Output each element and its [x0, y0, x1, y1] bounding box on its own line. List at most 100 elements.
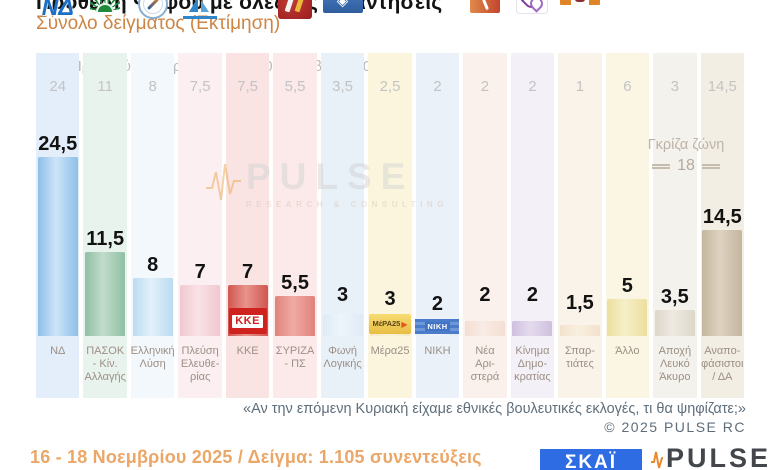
party-label: ΣΥΡΙΖΑ - ΠΣ: [275, 345, 315, 370]
column-band: [415, 53, 460, 398]
fieldwork-dates: 16 - 18 Νοεμβρίου 2025 / Δείγμα: 1.105 σ…: [30, 447, 482, 467]
grey-zone-value: 18: [677, 157, 695, 174]
value-label: 8: [147, 254, 159, 276]
syriza-logo-icon: [278, 0, 313, 19]
column-band: [463, 53, 507, 398]
bar: [37, 157, 78, 336]
party-label: Φωνή Λογικής: [323, 345, 362, 370]
column-band: [605, 53, 650, 398]
previous-value: 3: [670, 78, 679, 95]
value-label: 5,5: [281, 272, 309, 294]
kke-logo-icon: ΚΚΕ: [228, 308, 267, 334]
value-label: 2: [526, 284, 538, 306]
previous-value: 11: [97, 78, 113, 95]
logo-text: ΜέΡΑ25: [372, 319, 401, 329]
previous-value: 1: [575, 78, 585, 95]
chart-column: 11 11,5 ΠΑΣΟΚ - Κίν. Αλλαγής: [81, 53, 128, 398]
value-label: 7: [242, 261, 254, 283]
previous-value: 7,5: [189, 78, 211, 95]
value-label: 1,5: [565, 292, 594, 314]
previous-value: 7,5: [237, 78, 259, 95]
column-band: [510, 53, 555, 398]
chart-column: 5,5 5,5 ΣΥΡΙΖΑ - ΠΣ: [271, 0, 318, 398]
chart-column: 2,5 ΜέΡΑ25 3 Μέρα25: [366, 53, 413, 398]
column-band: [225, 53, 270, 398]
party-label: ΠΑΣΟΚ - Κίν. Αλλαγής: [84, 345, 126, 383]
chart-column: 24 ΝΔ 24,5 ΝΔ: [34, 0, 81, 398]
bar: [132, 278, 173, 336]
chart-column: 2 ΝΙΚΗ 2 ΝΙΚΗ: [414, 53, 461, 398]
pasok-logo-icon: [87, 0, 123, 15]
column-band: [178, 53, 222, 398]
sparta-logo-icon: [559, 0, 600, 5]
value-label: 24,5: [38, 133, 78, 155]
party-label: Νέα Αρι- στερά: [470, 345, 500, 383]
column-band: [653, 53, 697, 398]
value-label: 11,5: [86, 228, 125, 250]
party-label: Ελληνική Λύση: [130, 345, 175, 370]
skai-logo: ΣΚΑΪ: [540, 449, 642, 470]
previous-value: 2: [480, 78, 490, 95]
party-label: Άλλο: [615, 345, 640, 357]
column-band: [273, 53, 317, 398]
niki-logo-icon: ΝΙΚΗ: [415, 319, 460, 334]
value-label: 14,5: [702, 206, 742, 228]
party-label: Κίνημα Δημο- κρατίας: [514, 345, 551, 383]
bar: [180, 285, 221, 336]
column-band: [558, 53, 602, 398]
bar: [702, 230, 743, 336]
grey-zone-row: 18: [636, 157, 736, 175]
party-label: Μέρα25: [370, 345, 410, 357]
value-label: 3: [384, 288, 396, 310]
party-label: ΝΙΚΗ: [424, 345, 451, 357]
survey-question: «Αν την επόμενη Κυριακή είχαμε εθνικές β…: [243, 401, 746, 417]
mera-logo-icon: ΜέΡΑ25: [369, 314, 412, 334]
chart-area: 24 ΝΔ 24,5 ΝΔ 11 11,5 ΠΑΣΟΚ - Κίν. Αλλαγής 8 8 Ελ…: [34, 0, 746, 398]
logo-text: ΚΚΕ: [232, 314, 263, 328]
party-label: Αναπο- φάσιστοι / ΔΑ: [701, 345, 744, 383]
chart-column: 7,5 ΚΚΕ 7 ΚΚΕ: [224, 53, 271, 398]
logo-text: ΝΔ: [41, 0, 74, 20]
column-band: [700, 53, 745, 398]
previous-value: 2: [433, 78, 442, 95]
value-label: 5: [621, 275, 633, 297]
bar: [654, 310, 695, 336]
chart-column: 8 8 Ελληνική Λύση: [129, 0, 176, 398]
bar: [559, 325, 600, 336]
pulse-logo: PULSE: [650, 445, 771, 470]
previous-value: 2,5: [379, 78, 401, 95]
party-label: ΚΚΕ: [236, 345, 259, 357]
party-label: ΝΔ: [50, 345, 66, 357]
column-band: [83, 53, 127, 398]
grey-zone-dash-left: [652, 163, 671, 169]
party-label: Αποχή Λευκό Άκυρο: [658, 345, 692, 383]
foni-logo-icon: [322, 0, 363, 13]
chart-column: 6 5 Άλλο: [604, 53, 651, 398]
previous-value: 6: [623, 78, 632, 95]
nearistera-logo-icon: [469, 0, 500, 13]
kinima-logo-icon: [517, 0, 548, 13]
chart-column: 1 1,5 Σπαρ- τιάτες: [556, 0, 603, 398]
value-label: 2: [431, 293, 444, 315]
grey-zone-dash-right: [701, 163, 720, 169]
bar: [85, 252, 126, 336]
grey-zone-label: Γκρίζα ζώνη: [647, 137, 725, 153]
party-label: Σπαρ- τιάτες: [564, 345, 595, 370]
sample-subtitle: Σύνολο δείγματος (Εκτίμηση): [36, 13, 281, 34]
chart-column: 3,5 3 Φωνή Λογικής: [319, 0, 366, 398]
bar: [464, 321, 505, 336]
value-label: 7: [194, 261, 206, 283]
value-label: 3,5: [660, 286, 689, 308]
logo-text: ΝΙΚΗ: [425, 321, 450, 332]
chart-column: 2 2 Νέα Αρι- στερά: [461, 0, 508, 398]
value-label: 2: [479, 284, 491, 306]
previous-value: 3,5: [332, 78, 353, 95]
chart-column: 7,5 7 Πλεύση Ελευθε- ρίας: [176, 0, 223, 398]
bar: [322, 314, 363, 336]
previous-value: 5,5: [284, 78, 306, 95]
plefsi-logo-icon: [183, 0, 217, 19]
pulse-flame-icon: [651, 451, 663, 468]
previous-value: 2: [528, 78, 537, 95]
column-band: [368, 53, 412, 398]
